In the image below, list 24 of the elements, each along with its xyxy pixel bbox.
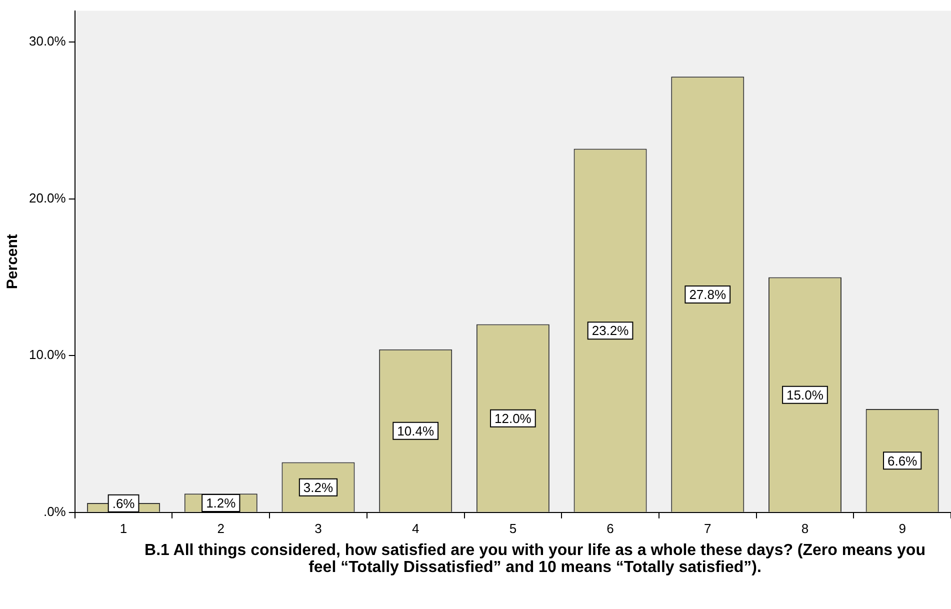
y-tick-label: 10.0%: [28, 347, 66, 362]
data-label: 12.0%: [494, 410, 532, 426]
x-tick-label: 4: [412, 520, 420, 536]
data-label: 10.4%: [397, 423, 434, 438]
data-label: 3.2%: [303, 480, 334, 495]
x-axis-title: B.1 All things considered, how satisfied are you with your life as a whole these days? (Zero means you feel “Totally Dissatisfied” and 10 means “Totally satisfied”).: [144, 542, 926, 576]
x-tick-label: 2: [217, 520, 224, 536]
x-tick-label: 6: [606, 520, 614, 536]
x-tick-label: 8: [801, 520, 809, 536]
x-tick-label: 1: [120, 520, 128, 536]
y-tick-label: 20.0%: [28, 190, 66, 206]
y-tick-label: 30.0%: [28, 34, 66, 49]
data-label: 6.6%: [888, 453, 918, 468]
x-tick-label: 5: [509, 520, 517, 536]
data-label: 23.2%: [592, 323, 630, 338]
x-tick-label: 9: [898, 520, 906, 536]
data-label: .6%: [112, 496, 136, 511]
data-label: 15.0%: [786, 387, 824, 402]
y-axis-title: Percent: [4, 234, 22, 290]
data-label: 27.8%: [689, 287, 726, 302]
data-label: 1.2%: [206, 496, 236, 511]
x-tick-label: 3: [314, 520, 322, 536]
y-tick-label: .0%: [43, 504, 66, 519]
x-tick-label: 7: [704, 520, 712, 536]
